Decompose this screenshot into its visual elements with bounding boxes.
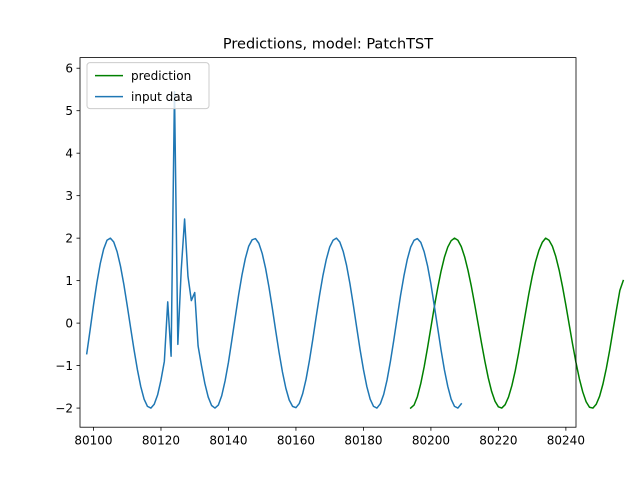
y-tick-label: 2: [65, 231, 73, 245]
x-tick-label: 80220: [479, 434, 517, 448]
y-tick-label: 4: [65, 146, 73, 160]
x-tick-label: 80140: [209, 434, 247, 448]
y-tick-label: 5: [65, 104, 73, 118]
y-tick-label: 6: [65, 62, 73, 76]
legend-label: prediction: [131, 69, 191, 83]
x-tick-label: 80120: [142, 434, 180, 448]
chart-title: Predictions, model: PatchTST: [223, 37, 433, 53]
y-tick-label: −2: [55, 401, 73, 415]
y-tick-label: 1: [65, 274, 73, 288]
y-tick-label: −1: [55, 359, 73, 373]
x-tick-label: 80240: [547, 434, 585, 448]
y-tick-label: 0: [65, 316, 73, 330]
legend: prediction input data: [86, 62, 210, 110]
series-line-prediction: [409, 237, 625, 410]
series-line-input-data: [85, 90, 463, 409]
plot-area: [85, 90, 625, 410]
legend-label: input data: [131, 90, 193, 104]
x-tick-label: 80160: [277, 434, 315, 448]
x-tick-label: 80200: [412, 434, 450, 448]
axes: 80100 80120 80140 80160 80180 80200 80220 80240…: [55, 57, 585, 448]
x-tick-label: 80100: [74, 434, 112, 448]
plot-frame: [79, 57, 577, 428]
y-tick-label: 3: [65, 189, 73, 203]
x-tick-label: 80180: [344, 434, 382, 448]
